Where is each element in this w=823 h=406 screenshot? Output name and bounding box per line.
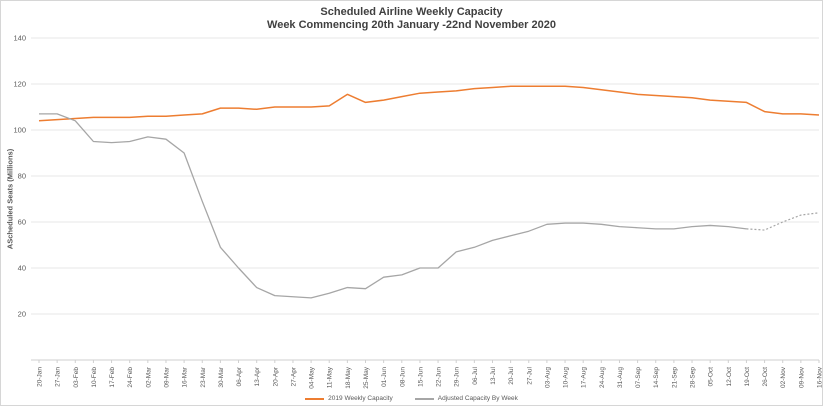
x-tick-label: 29-Jun — [454, 367, 461, 387]
legend-line-swatch-gray — [414, 397, 434, 400]
legend-label: 2019 Weekly Capacity — [328, 395, 393, 402]
x-tick-label: 15-Jun — [417, 367, 424, 387]
y-tick-label: 100 — [13, 126, 26, 135]
x-tick-label: 27-Jul — [526, 366, 533, 384]
series-line-adjusted-capacity-solid — [39, 113, 747, 299]
x-tick-label: 30-Mar — [218, 366, 225, 387]
y-tick-label: 40 — [18, 264, 26, 273]
x-tick-label: 18-May — [345, 366, 352, 388]
x-tick-label: 03-Aug — [544, 367, 551, 388]
x-tick-label: 02-Mar — [145, 366, 152, 387]
x-tick-label: 21-Sep — [671, 367, 678, 388]
legend-item-2019-weekly-capacity: 2019 Weekly Capacity — [305, 395, 393, 402]
x-tick-label: 20-Jan — [37, 367, 44, 387]
x-tick-label: 06-Apr — [236, 366, 243, 386]
x-tick-label: 02-Nov — [780, 366, 787, 388]
chart-legend: 2019 Weekly Capacity Adjusted Capacity B… — [1, 395, 822, 402]
x-tick-label: 10-Aug — [563, 367, 570, 388]
x-tick-label: 04-May — [309, 366, 316, 388]
x-tick-label: 10-Feb — [91, 367, 98, 388]
x-tick-label: 16-Nov — [817, 366, 823, 388]
x-tick-label: 20-Jul — [508, 366, 515, 384]
x-tick-label: 05-Oct — [708, 367, 715, 387]
x-tick-label: 26-Oct — [762, 367, 769, 387]
x-tick-label: 22-Jun — [436, 367, 443, 387]
x-tick-label: 09-Mar — [163, 366, 170, 387]
x-tick-label: 19-Oct — [744, 367, 751, 387]
series-line-2019-weekly-capacity — [38, 85, 820, 122]
x-tick-label: 17-Feb — [109, 367, 116, 388]
y-tick-label: 20 — [18, 310, 26, 319]
x-tick-label: 01-Jun — [381, 367, 388, 387]
x-tick-label: 24-Aug — [599, 367, 606, 388]
x-tick-label: 24-Feb — [127, 367, 134, 388]
x-tick-label: 08-Jun — [399, 367, 406, 387]
series-line-adjusted-capacity-dotted — [746, 212, 820, 231]
y-tick-label: 60 — [18, 218, 26, 227]
x-tick-label: 31-Aug — [617, 367, 624, 388]
x-tick-label: 13-Jul — [490, 366, 497, 384]
x-tick-label: 20-Apr — [272, 366, 279, 386]
x-tick-label: 23-Mar — [200, 366, 207, 387]
legend-label: Adjusted Capacity By Week — [437, 395, 518, 402]
x-tick-label: 27-Jan — [55, 367, 62, 387]
x-tick-label: 12-Oct — [726, 367, 733, 387]
x-tick-label: 17-Aug — [581, 367, 588, 388]
y-tick-label: 140 — [13, 34, 26, 43]
x-tick-label: 28-Sep — [690, 367, 697, 388]
x-tick-label: 06-Jul — [472, 366, 479, 384]
x-tick-label: 27-Apr — [290, 366, 297, 386]
x-tick-label: 09-Nov — [798, 366, 805, 388]
legend-line-swatch-orange — [305, 397, 325, 400]
x-tick-label: 14-Sep — [653, 367, 660, 388]
x-tick-label: 07-Sep — [635, 367, 642, 388]
x-tick-label: 03-Feb — [73, 367, 80, 388]
chart-subtitle: Week Commencing 20th January -22nd Novem… — [267, 19, 556, 31]
y-tick-label: 120 — [13, 80, 26, 89]
y-tick-label: 80 — [18, 172, 26, 181]
x-tick-label: 13-Apr — [254, 366, 261, 386]
legend-item-adjusted-capacity: Adjusted Capacity By Week — [414, 395, 518, 402]
x-tick-label: 16-Mar — [182, 366, 189, 387]
x-tick-label: 25-May — [363, 366, 370, 388]
chart-title: Scheduled Airline Weekly Capacity — [320, 6, 503, 18]
x-tick-label: 11-May — [327, 366, 334, 388]
